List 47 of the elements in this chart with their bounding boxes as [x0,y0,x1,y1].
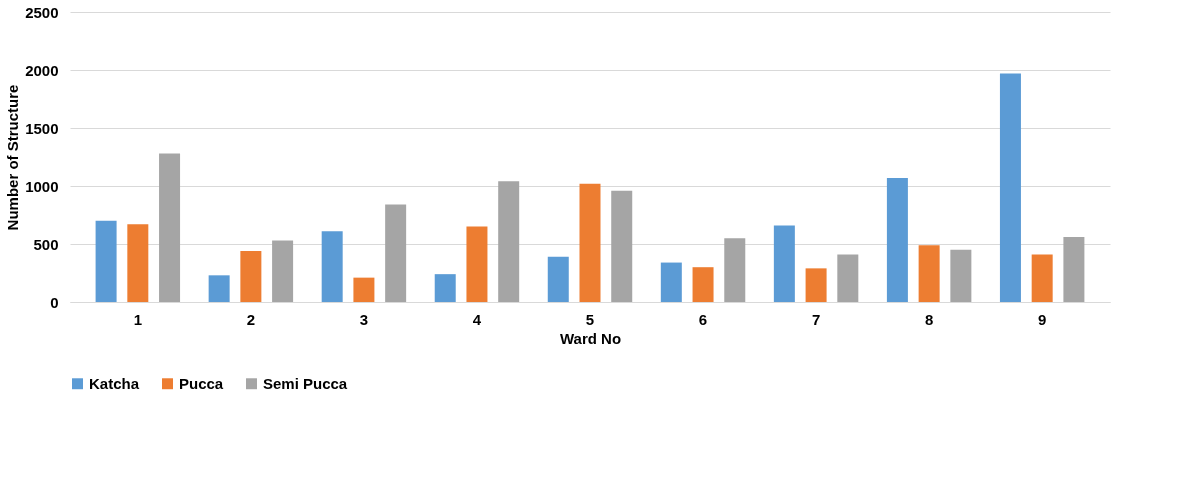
bar [724,238,746,302]
legend-label: Pucca [179,374,224,392]
bar [1031,254,1053,302]
bar [208,275,230,302]
x-tick-label: 8 [924,310,934,328]
bar [805,268,827,302]
bar [272,240,294,302]
bar [837,254,859,302]
x-tick-label: 2 [246,310,256,328]
x-tick-label: 1 [133,310,142,328]
x-tick-label: 7 [811,310,821,328]
bar [385,204,407,302]
bar [159,153,181,302]
bar [498,181,520,302]
x-axis-title: Ward No [559,329,622,347]
x-tick-label: 3 [359,310,369,328]
bar [434,274,456,302]
bar [999,73,1021,302]
x-tick-label: 9 [1038,310,1047,328]
y-tick-label: 1000 [25,177,59,195]
bar [950,249,972,302]
bar [918,245,940,302]
legend-label: Katcha [89,374,140,392]
bar [466,226,488,302]
bar [692,267,714,302]
legend-label: Semi Pucca [263,374,348,392]
bar [95,220,117,302]
bar [240,250,262,302]
y-tick-label: 1500 [25,119,59,137]
bar [321,231,343,302]
x-tick-label: 5 [585,310,595,328]
y-tick-label: 0 [50,293,59,311]
bar [579,183,601,302]
bar [1063,237,1085,302]
y-tick-label: 500 [33,235,59,253]
y-tick-label: 2500 [25,3,59,21]
bar [660,262,682,302]
y-tick-label: 2000 [25,61,59,79]
bar [773,225,795,302]
bar [127,224,149,302]
bar [547,256,569,302]
x-tick-label: 6 [698,310,708,328]
y-axis-title: Number of Structure [4,84,22,231]
bar [353,277,375,302]
bar [886,177,908,302]
x-tick-label: 4 [472,310,482,328]
bar [611,190,633,302]
